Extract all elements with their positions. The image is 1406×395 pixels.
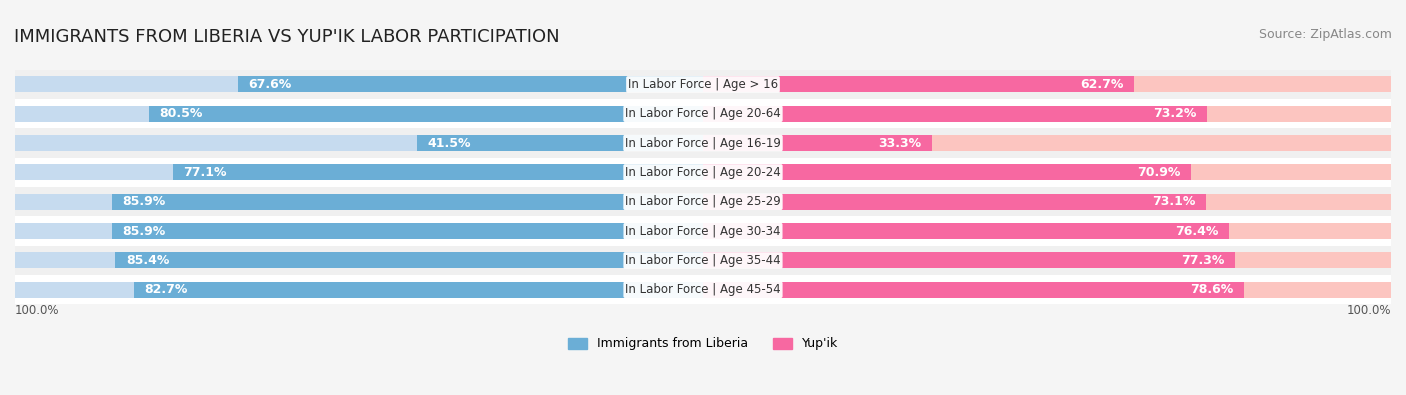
Text: 41.5%: 41.5% [427, 137, 471, 150]
Bar [703, 252, 1234, 269]
Bar [15, 70, 1391, 99]
Bar [703, 223, 1391, 239]
Bar [115, 252, 703, 269]
Text: In Labor Force | Age 20-24: In Labor Force | Age 20-24 [626, 166, 780, 179]
Bar [149, 106, 703, 122]
Bar [703, 282, 1391, 298]
Bar [15, 187, 1391, 216]
Text: In Labor Force | Age 16-19: In Labor Force | Age 16-19 [626, 137, 780, 150]
Bar [703, 164, 1391, 181]
Text: 77.3%: 77.3% [1181, 254, 1225, 267]
Text: 62.7%: 62.7% [1081, 78, 1123, 91]
Text: Source: ZipAtlas.com: Source: ZipAtlas.com [1258, 28, 1392, 41]
Text: 33.3%: 33.3% [879, 137, 922, 150]
Text: 78.6%: 78.6% [1191, 283, 1233, 296]
Bar [15, 128, 1391, 158]
Bar [15, 99, 1391, 128]
Bar [703, 135, 1391, 151]
Text: 70.9%: 70.9% [1137, 166, 1181, 179]
Text: IMMIGRANTS FROM LIBERIA VS YUP'IK LABOR PARTICIPATION: IMMIGRANTS FROM LIBERIA VS YUP'IK LABOR … [14, 28, 560, 46]
Bar [15, 76, 703, 92]
Bar [418, 135, 703, 151]
Text: In Labor Force | Age > 16: In Labor Force | Age > 16 [628, 78, 778, 91]
Bar [15, 216, 1391, 246]
Text: In Labor Force | Age 20-64: In Labor Force | Age 20-64 [626, 107, 780, 120]
Bar [703, 282, 1244, 298]
Bar [134, 282, 703, 298]
Bar [15, 246, 1391, 275]
Bar [15, 275, 1391, 305]
Text: 67.6%: 67.6% [249, 78, 291, 91]
Bar [15, 158, 1391, 187]
Text: 73.2%: 73.2% [1153, 107, 1197, 120]
Text: In Labor Force | Age 45-54: In Labor Force | Age 45-54 [626, 283, 780, 296]
Text: In Labor Force | Age 25-29: In Labor Force | Age 25-29 [626, 195, 780, 208]
Bar [703, 164, 1191, 181]
Text: 85.4%: 85.4% [125, 254, 169, 267]
Bar [703, 106, 1391, 122]
Text: In Labor Force | Age 30-34: In Labor Force | Age 30-34 [626, 225, 780, 237]
Bar [15, 282, 703, 298]
Bar [703, 76, 1135, 92]
Text: 76.4%: 76.4% [1175, 225, 1219, 237]
Bar [15, 164, 703, 181]
Bar [703, 223, 1229, 239]
Bar [112, 223, 703, 239]
Text: 100.0%: 100.0% [1347, 304, 1391, 317]
Bar [703, 76, 1391, 92]
Bar [15, 194, 703, 210]
Bar [15, 223, 703, 239]
Bar [703, 135, 932, 151]
Text: 77.1%: 77.1% [183, 166, 226, 179]
Text: 80.5%: 80.5% [159, 107, 202, 120]
Bar [15, 135, 703, 151]
Legend: Immigrants from Liberia, Yup'ik: Immigrants from Liberia, Yup'ik [568, 337, 838, 350]
Bar [703, 194, 1391, 210]
Bar [15, 252, 703, 269]
Bar [238, 76, 703, 92]
Text: 85.9%: 85.9% [122, 225, 166, 237]
Text: In Labor Force | Age 35-44: In Labor Force | Age 35-44 [626, 254, 780, 267]
Bar [703, 106, 1206, 122]
Bar [703, 252, 1391, 269]
Text: 82.7%: 82.7% [145, 283, 188, 296]
Text: 73.1%: 73.1% [1153, 195, 1195, 208]
Bar [112, 194, 703, 210]
Bar [15, 106, 703, 122]
Text: 100.0%: 100.0% [15, 304, 59, 317]
Text: 85.9%: 85.9% [122, 195, 166, 208]
Bar [703, 194, 1206, 210]
Bar [173, 164, 703, 181]
